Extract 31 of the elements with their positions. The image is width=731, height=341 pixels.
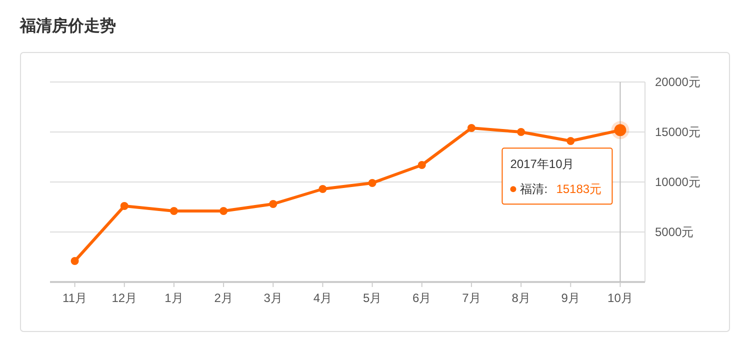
y-tick-label: 10000元 [655,175,700,189]
x-tick-label: 7月 [462,291,481,305]
point [368,179,376,187]
chart-title: 福清房价走势 [19,16,116,35]
point [120,202,128,210]
point [170,207,178,215]
x-tick-label: 6月 [412,291,432,305]
x-tick-label: 11月 [62,291,88,305]
x-tick-label: 2月 [214,291,233,305]
point [220,207,228,215]
point [70,257,79,265]
point [269,200,278,208]
point [566,137,575,145]
x-tick-label: 4月 [313,291,332,305]
x-tick-label: 8月 [512,291,530,305]
y-tick-label: 20000元 [655,75,700,89]
point [418,161,426,169]
x-tick-label: 9月 [561,291,580,305]
y-tick-label: 15000元 [655,125,700,139]
point [517,128,526,136]
point [318,185,327,193]
x-tick-label: 1月 [164,291,184,305]
annotation: 2017年10月 [510,157,574,172]
point [467,124,476,132]
y-tick-label: 5000元 [655,225,694,239]
annotation: 福清: [520,182,548,196]
x-tick-label: 10月 [608,291,633,305]
x-tick-label: 3月 [264,291,282,305]
x-tick-label: 12月 [112,291,138,305]
annotation: 15183元 [556,182,602,196]
x-tick-label: 5月 [362,291,382,305]
